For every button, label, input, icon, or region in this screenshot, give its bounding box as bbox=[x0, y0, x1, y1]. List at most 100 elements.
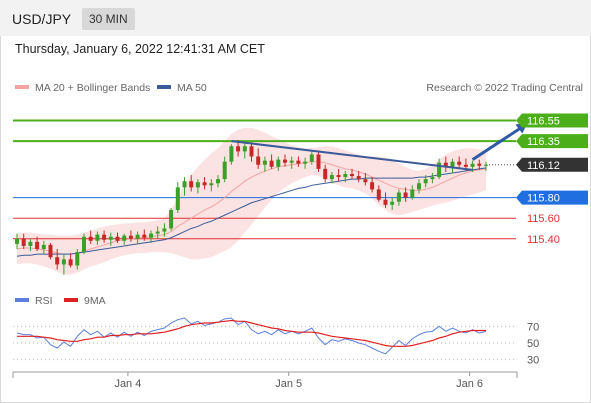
candle bbox=[35, 236, 40, 252]
candle bbox=[21, 233, 26, 250]
candle bbox=[289, 156, 294, 169]
candle bbox=[430, 172, 435, 184]
candle bbox=[202, 177, 207, 190]
ma20-legend-label: MA 20 + Bollinger Bands bbox=[35, 82, 150, 94]
level-label-115-80: 115.80 bbox=[527, 193, 560, 205]
candle bbox=[102, 230, 107, 243]
rsi-ma-line bbox=[17, 319, 486, 347]
ma50-legend-swatch bbox=[157, 85, 171, 89]
candle bbox=[108, 232, 113, 246]
candle bbox=[390, 197, 395, 210]
candle bbox=[336, 168, 341, 182]
candle bbox=[417, 179, 421, 194]
candle bbox=[276, 156, 281, 171]
candle bbox=[283, 154, 287, 167]
x-tick-label: Jan 6 bbox=[456, 378, 483, 390]
ma20-legend-swatch bbox=[15, 85, 29, 89]
candle bbox=[182, 177, 187, 196]
candle bbox=[222, 156, 227, 183]
candle bbox=[350, 168, 354, 180]
candles bbox=[15, 140, 488, 275]
candle bbox=[256, 148, 261, 169]
rsi-tick-70: 70 bbox=[527, 321, 539, 333]
rsi-legend-label: RSI bbox=[35, 295, 53, 307]
level-badge-116-55 bbox=[516, 113, 588, 128]
level-label-116-12: 116.12 bbox=[527, 160, 560, 172]
rsi-legend: RSI 9MA bbox=[15, 295, 106, 307]
candle bbox=[470, 160, 475, 172]
x-tick-label: Jan 4 bbox=[114, 378, 141, 390]
candle bbox=[142, 229, 147, 241]
candle bbox=[477, 159, 482, 170]
candle bbox=[209, 179, 214, 192]
moving-averages bbox=[16, 161, 487, 257]
candle bbox=[383, 192, 388, 208]
candle bbox=[28, 238, 33, 252]
candle bbox=[242, 141, 247, 159]
level-badge-116-35 bbox=[516, 134, 588, 149]
copyright-label: Research © 2022 Trading Central bbox=[426, 82, 583, 94]
candle bbox=[115, 232, 120, 243]
candle bbox=[443, 156, 448, 172]
legend: MA 20 + Bollinger Bands MA 50 Research ©… bbox=[15, 82, 583, 94]
candle bbox=[370, 177, 375, 193]
timeframe-badge[interactable]: 30 MIN bbox=[82, 8, 135, 30]
candle bbox=[376, 185, 381, 202]
candle bbox=[75, 249, 80, 270]
candle bbox=[457, 156, 462, 169]
level-label-116-35: 116.35 bbox=[527, 136, 560, 148]
resistance-trendline bbox=[231, 140, 473, 171]
candle bbox=[162, 223, 167, 237]
candle bbox=[249, 142, 254, 162]
candle bbox=[396, 189, 401, 206]
candle bbox=[195, 179, 200, 194]
candle bbox=[169, 207, 174, 231]
level-badge-115-80 bbox=[516, 190, 588, 205]
rsi-legend-swatch bbox=[15, 298, 29, 302]
level-badge-116-12 bbox=[516, 157, 588, 172]
candle bbox=[155, 226, 160, 239]
candle bbox=[189, 175, 194, 192]
candle bbox=[343, 170, 348, 183]
candle bbox=[363, 172, 368, 186]
level-labels: 116.55 116.35 116.12 115.80 115.60 115.40 bbox=[516, 113, 588, 246]
candle bbox=[55, 249, 60, 270]
rsi-line bbox=[16, 317, 487, 355]
candle bbox=[48, 242, 53, 260]
chart-header: USD/JPY 30 MIN bbox=[0, 0, 591, 36]
candle bbox=[61, 254, 66, 275]
candle bbox=[423, 175, 428, 188]
candle bbox=[41, 240, 46, 255]
candle bbox=[484, 161, 488, 171]
ma20-line bbox=[16, 161, 487, 255]
candle bbox=[309, 151, 314, 165]
candle bbox=[329, 171, 334, 184]
candle bbox=[450, 158, 455, 173]
x-axis: Jan 4 Jan 5 Jan 6 bbox=[12, 371, 518, 390]
ma50-line bbox=[16, 167, 487, 257]
ma50-legend-label: MA 50 bbox=[177, 82, 207, 94]
candle bbox=[316, 150, 321, 172]
candle bbox=[15, 233, 19, 250]
rsi-ma-legend-swatch bbox=[64, 298, 78, 302]
chart-datetime: Thursday, January 6, 2022 12:41:31 AM CE… bbox=[15, 42, 265, 56]
candle bbox=[323, 164, 328, 183]
candle bbox=[122, 233, 127, 245]
candle bbox=[95, 231, 100, 245]
x-tick-label: Jan 5 bbox=[275, 378, 302, 390]
candle bbox=[149, 230, 153, 243]
level-label-115-40: 115.40 bbox=[527, 234, 560, 246]
symbol-label: USD/JPY bbox=[12, 11, 72, 27]
rsi-tick-50: 50 bbox=[527, 338, 539, 350]
candle bbox=[68, 253, 73, 268]
candle bbox=[296, 156, 301, 167]
rsi-ma-legend-label: 9MA bbox=[84, 295, 106, 307]
candle bbox=[229, 144, 234, 165]
candle bbox=[437, 158, 442, 180]
candle bbox=[269, 154, 274, 169]
candle bbox=[403, 187, 408, 202]
candle bbox=[262, 156, 267, 172]
candle bbox=[82, 233, 86, 255]
level-label-116-55: 116.55 bbox=[527, 116, 560, 128]
